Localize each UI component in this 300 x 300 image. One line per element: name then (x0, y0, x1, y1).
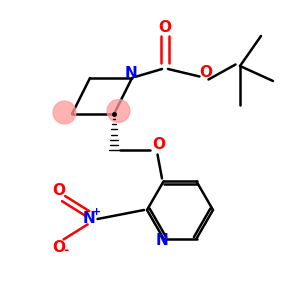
Text: O: O (52, 240, 65, 255)
Text: O: O (152, 137, 166, 152)
Text: -: - (63, 244, 69, 257)
Text: O: O (158, 20, 172, 34)
Text: O: O (52, 183, 65, 198)
Circle shape (107, 100, 130, 122)
Text: N: N (82, 211, 95, 226)
Text: N: N (156, 232, 168, 247)
Circle shape (53, 101, 76, 124)
Text: O: O (199, 65, 212, 80)
Text: +: + (92, 207, 101, 218)
Text: N: N (124, 66, 137, 81)
